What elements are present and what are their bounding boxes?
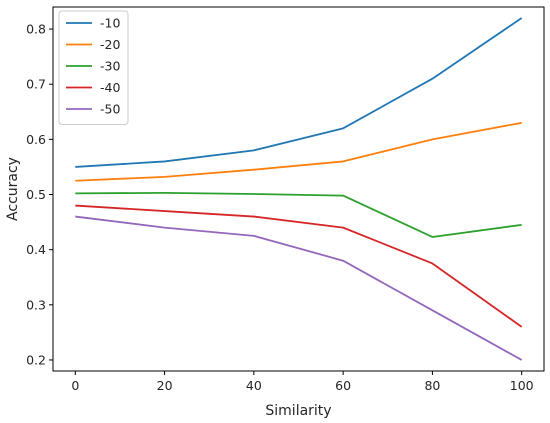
legend-label: -30	[100, 59, 120, 74]
y-tick-label: 0.3	[26, 297, 46, 312]
legend-box	[58, 10, 129, 125]
x-tick-label: 20	[157, 378, 173, 393]
y-tick-label: 0.7	[26, 77, 46, 92]
y-tick-label: 0.2	[26, 352, 46, 367]
y-tick-label: 0.8	[26, 22, 46, 37]
series-line-5	[75, 215, 523, 361]
y-tick-label: 0.6	[26, 132, 46, 147]
legend-label: -40	[100, 80, 120, 95]
x-tick-label: 80	[424, 378, 440, 393]
series-line-1	[75, 17, 523, 168]
y-axis-label: Accuracy	[5, 157, 21, 221]
y-tick-label: 0.4	[26, 242, 46, 257]
plot-lines	[75, 17, 523, 361]
x-tick-label: 100	[510, 378, 534, 393]
series-line-3	[75, 191, 522, 238]
x-axis: 0 20 40 60 80 100	[71, 371, 534, 393]
legend: -10 -20 -30 -40 -50	[58, 10, 129, 125]
x-tick-label: 0	[71, 378, 79, 393]
series-line-2	[75, 121, 522, 182]
legend-label: -10	[100, 16, 120, 31]
legend-label: -50	[100, 102, 120, 117]
y-axis: 0.2 0.3 0.4 0.5 0.6 0.7 0.8	[26, 22, 53, 367]
y-tick-label: 0.5	[26, 187, 46, 202]
legend-label: -20	[100, 37, 120, 52]
plot-frame	[52, 6, 545, 372]
x-tick-label: 60	[335, 378, 351, 393]
series-line-4	[75, 204, 523, 328]
x-tick-label: 40	[246, 378, 262, 393]
x-axis-label: Similarity	[265, 403, 331, 419]
